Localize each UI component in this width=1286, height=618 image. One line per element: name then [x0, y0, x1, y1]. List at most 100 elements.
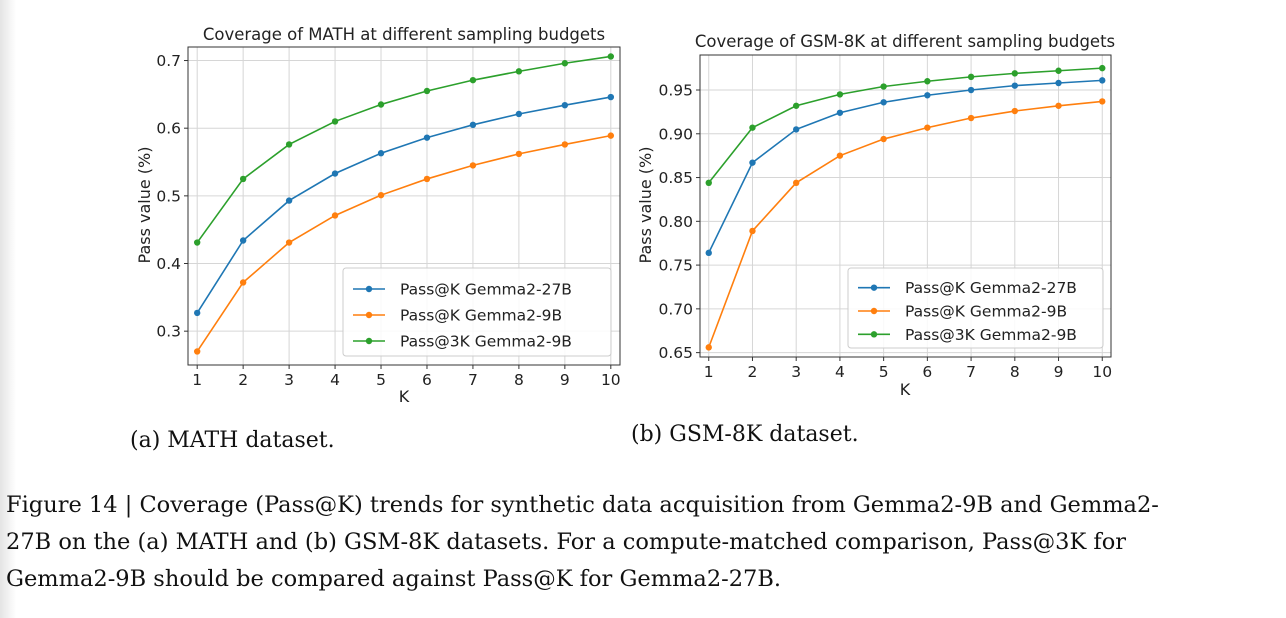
- data-point: [1011, 70, 1019, 77]
- data-point: [515, 150, 523, 158]
- data-point: [880, 99, 887, 106]
- series-pass-k-gemma2-9b: [705, 98, 1106, 351]
- data-point: [193, 239, 201, 246]
- page-edge-shadow: [0, 0, 16, 618]
- y-tick-label: 0.80: [658, 213, 693, 231]
- data-point: [239, 175, 247, 183]
- data-point: [1099, 98, 1106, 105]
- y-axis-label: Pass value (%): [135, 147, 154, 264]
- data-point: [836, 109, 844, 116]
- data-point: [924, 78, 931, 85]
- series-pass-3k-gemma2-9b: [705, 64, 1106, 187]
- legend-marker: [870, 331, 878, 338]
- data-point: [1055, 79, 1062, 87]
- series-line: [196, 96, 611, 314]
- data-point: [705, 249, 712, 257]
- data-point: [377, 150, 385, 157]
- data-point: [749, 227, 756, 235]
- figure-caption: Figure 14 | Coverage (Pass@K) trends for…: [6, 487, 1278, 598]
- data-point: [561, 101, 569, 109]
- data-point: [423, 87, 431, 95]
- data-point: [561, 60, 569, 67]
- data-point: [423, 175, 431, 183]
- data-point: [561, 141, 569, 148]
- caption-line: Figure 14 | Coverage (Pass@K) trends for…: [6, 492, 1159, 518]
- data-point: [377, 191, 385, 199]
- x-axis-label: K: [399, 387, 410, 406]
- data-point: [607, 132, 615, 139]
- series-pass-k-gemma2-27b: [705, 77, 1106, 257]
- data-point: [924, 92, 931, 99]
- series-line: [708, 79, 1103, 254]
- data-point: [880, 83, 887, 90]
- data-point: [705, 344, 712, 351]
- x-tick-label: 3: [284, 371, 294, 389]
- data-point: [285, 197, 293, 204]
- legend-label: Pass@3K Gemma2-9B: [905, 326, 1077, 344]
- data-point: [749, 159, 756, 166]
- x-tick-label: 6: [922, 363, 932, 381]
- data-point: [705, 179, 712, 187]
- y-tick-label: 0.65: [658, 344, 693, 362]
- data-point: [1011, 107, 1019, 115]
- legend-label: Pass@3K Gemma2-9B: [400, 333, 572, 351]
- data-point: [1055, 67, 1062, 74]
- data-point: [423, 134, 431, 141]
- y-tick-label: 0.4: [156, 255, 181, 273]
- legend-label: Pass@K Gemma2-9B: [905, 303, 1067, 321]
- x-tick-label: 3: [791, 363, 801, 381]
- data-point: [836, 152, 844, 159]
- y-axis-label: Pass value (%): [636, 147, 655, 264]
- data-point: [607, 53, 615, 60]
- plot-frame: [699, 54, 1112, 358]
- legend-box: [847, 267, 1104, 349]
- data-point: [924, 124, 931, 131]
- data-point: [1055, 102, 1062, 109]
- y-tick-label: 0.7: [156, 52, 181, 70]
- series-pass-3k-gemma2-9b: [193, 53, 615, 246]
- legend-label: Pass@K Gemma2-27B: [400, 281, 572, 299]
- data-point: [749, 124, 756, 131]
- legend-marker: [365, 285, 373, 293]
- data-point: [836, 91, 844, 98]
- series-line: [707, 100, 1103, 348]
- x-tick-label: 4: [330, 371, 340, 389]
- legend-label: Pass@K Gemma2-9B: [400, 307, 562, 325]
- x-tick-label: 5: [879, 363, 889, 381]
- series-line: [196, 55, 611, 244]
- series-pass-k-gemma2-9b: [193, 132, 615, 355]
- data-point: [239, 279, 247, 286]
- chart-title: Coverage of GSM-8K at different sampling…: [695, 32, 1115, 51]
- series-line: [708, 67, 1103, 184]
- subcaption-a: (a) MATH dataset.: [130, 428, 335, 453]
- data-point: [469, 121, 477, 129]
- subcaption-b: (b) GSM-8K dataset.: [631, 422, 859, 447]
- data-point: [967, 114, 975, 122]
- x-tick-label: 5: [376, 371, 386, 389]
- y-tick-label: 0.70: [658, 300, 693, 318]
- legend-label: Pass@K Gemma2-27B: [905, 279, 1077, 297]
- x-tick-label: 8: [1010, 363, 1020, 381]
- series-line: [196, 134, 611, 352]
- data-point: [515, 68, 523, 75]
- data-point: [880, 135, 887, 143]
- legend-box: [342, 267, 612, 357]
- data-point: [515, 110, 523, 118]
- data-point: [285, 141, 293, 148]
- x-tick-label: 10: [1092, 363, 1112, 381]
- x-tick-label: 9: [1054, 363, 1064, 381]
- x-tick-label: 1: [192, 371, 202, 389]
- data-point: [1011, 82, 1019, 89]
- caption-line: 27B on the (a) MATH and (b) GSM-8K datas…: [6, 529, 1127, 555]
- data-point: [377, 101, 385, 108]
- legend-marker: [365, 311, 373, 319]
- x-tick-label: 2: [238, 371, 248, 389]
- data-point: [792, 179, 800, 187]
- data-point: [285, 239, 293, 246]
- x-tick-label: 7: [468, 371, 478, 389]
- y-tick-label: 0.5: [156, 187, 181, 205]
- legend-marker: [365, 337, 373, 345]
- y-tick-label: 0.3: [156, 323, 181, 341]
- data-point: [469, 76, 477, 84]
- legend: Pass@K Gemma2-27B Pass@K Gemma2-9B Pass@3K…: [342, 267, 612, 357]
